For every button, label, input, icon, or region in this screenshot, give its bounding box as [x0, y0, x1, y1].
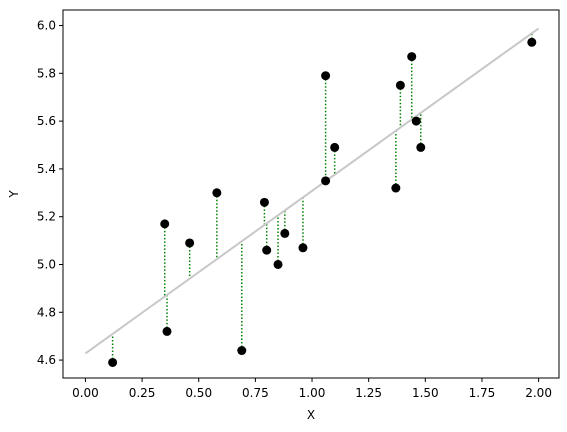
y-axis-ticks: 4.6 4.8 5.0 5.2 5.4 5.6 5.8 6.0	[37, 19, 63, 367]
data-point	[160, 219, 170, 229]
x-tick-label: 1.50	[412, 386, 439, 400]
data-point	[212, 188, 222, 198]
x-tick-label: 1.25	[355, 386, 382, 400]
y-tick-label: 5.2	[37, 210, 56, 224]
x-tick-label: 2.00	[525, 386, 552, 400]
data-point	[407, 52, 417, 62]
data-point	[298, 243, 308, 253]
data-point	[259, 197, 269, 207]
x-tick-label: 0.00	[72, 386, 99, 400]
data-point	[416, 142, 426, 152]
x-tick-label: 0.75	[242, 386, 269, 400]
data-point	[280, 228, 290, 238]
x-axis-title: X	[307, 408, 315, 422]
regression-line-layer	[84, 27, 540, 355]
data-point	[391, 183, 401, 193]
x-tick-label: 1.75	[469, 386, 496, 400]
data-point	[273, 259, 283, 269]
x-tick-label: 0.50	[185, 386, 212, 400]
y-tick-label: 5.8	[37, 66, 56, 80]
y-tick-label: 5.6	[37, 114, 56, 128]
data-point	[411, 116, 421, 126]
y-tick-label: 6.0	[37, 19, 56, 33]
data-point	[185, 238, 195, 248]
regression-line	[84, 27, 540, 355]
data-point	[527, 37, 537, 47]
x-tick-label: 1.00	[299, 386, 326, 400]
data-point	[162, 326, 172, 336]
plot-frame	[62, 9, 560, 379]
x-axis-ticks: 0.00 0.25 0.50 0.75 1.00 1.25 1.50 1.75 2.00	[72, 378, 552, 400]
data-point	[108, 357, 118, 367]
y-tick-label: 5.0	[37, 257, 56, 271]
data-points	[108, 37, 537, 367]
data-point	[395, 80, 405, 90]
y-tick-label: 4.6	[37, 353, 56, 367]
x-tick-label: 0.25	[129, 386, 156, 400]
y-tick-label: 5.4	[37, 162, 56, 176]
data-point	[321, 176, 331, 186]
y-axis-title: Y	[7, 190, 21, 199]
data-point	[237, 346, 247, 356]
data-point	[330, 142, 340, 152]
data-point	[262, 245, 272, 255]
data-point	[321, 71, 331, 81]
y-tick-label: 4.8	[37, 305, 56, 319]
